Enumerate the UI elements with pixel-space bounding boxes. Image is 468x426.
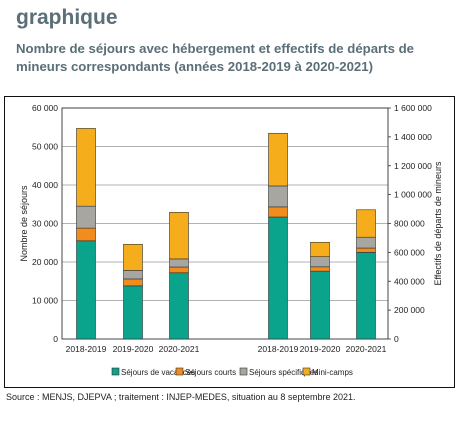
y2-tick-label: 800 000	[394, 219, 425, 229]
x-tick-label: 2019-2020	[113, 344, 154, 354]
bars	[76, 128, 376, 340]
y2-tick-label: 1 400 000	[394, 132, 432, 142]
bar-segment	[310, 270, 330, 340]
axes	[61, 107, 391, 340]
y2-tick-label: 600 000	[394, 247, 425, 257]
x-tick-label: 2020-2021	[159, 344, 200, 354]
x-tick-label: 2018-2019	[66, 344, 107, 354]
plot-area	[61, 107, 389, 340]
legend-swatch	[111, 367, 120, 376]
bar-segment	[356, 236, 376, 249]
y2-tick-label: 0	[394, 334, 399, 344]
bar-segment	[169, 212, 189, 260]
y2-tick-label: 1 200 000	[394, 161, 432, 171]
bar-segment	[169, 266, 189, 274]
bar-segment	[310, 241, 330, 258]
bar-segment	[356, 252, 376, 340]
x-tick-label: 2020-2021	[346, 344, 387, 354]
legend-label: Mini-camps	[312, 368, 353, 377]
y-tick-label: 20 000	[32, 257, 58, 267]
bar-segment	[169, 258, 189, 268]
bar-segment	[310, 256, 330, 268]
legend-label: Séjours spécifiques	[249, 368, 318, 377]
y-tick-label: 10 000	[32, 296, 58, 306]
chart-subtitle: Nombre de séjours avec hébergement et ef…	[16, 41, 414, 74]
tick-labels: 0 10 000 20 000 30 000 40 000 50 000 60 000 0 20…	[19, 103, 443, 354]
x-tick-label: 2019-2020	[300, 344, 341, 354]
bar-segment	[123, 285, 143, 340]
legend-swatch	[239, 367, 248, 376]
bar-segment	[169, 272, 189, 340]
y-tick-label: 30 000	[32, 219, 58, 229]
legend-swatch	[175, 367, 184, 376]
bar-segment	[268, 206, 288, 218]
bar-segment	[123, 243, 143, 271]
y-tick-label: 60 000	[32, 103, 58, 113]
source-note: Source : MENJS, DJEPVA ; traitement : IN…	[6, 392, 356, 402]
bar-segment	[76, 227, 96, 242]
y2-tick-label: 1 600 000	[394, 103, 432, 113]
y2-tick-label: 1 000 000	[394, 190, 432, 200]
bar-segment	[268, 216, 288, 340]
y2-axis-title: Effectifs de départs de mineurs	[433, 161, 443, 285]
y2-tick-label: 200 000	[394, 305, 425, 315]
bar-segment	[123, 270, 143, 280]
y-tick-label: 50 000	[32, 142, 58, 152]
bar-segment	[76, 240, 96, 340]
bar-segment	[268, 185, 288, 208]
bar-segment	[76, 205, 96, 229]
bar-segment	[310, 266, 330, 272]
legend-label: Séjours de vacances	[121, 368, 195, 377]
grid	[62, 107, 388, 301]
bar-segment	[268, 132, 288, 187]
page-heading: graphique	[16, 6, 118, 29]
x-tick-label: 2018-2019	[258, 344, 299, 354]
legend-swatch	[302, 367, 311, 376]
y-axis-title: Nombre de séjours	[19, 185, 29, 262]
bar-segment	[356, 247, 376, 253]
legend-label: Séjours courts	[185, 368, 236, 377]
y2-tick-label: 400 000	[394, 276, 425, 286]
bar-segment	[76, 128, 96, 207]
y-tick-label: 0	[53, 334, 58, 344]
bar-segment	[356, 209, 376, 238]
y-tick-label: 40 000	[32, 180, 58, 190]
bar-segment	[123, 278, 143, 287]
